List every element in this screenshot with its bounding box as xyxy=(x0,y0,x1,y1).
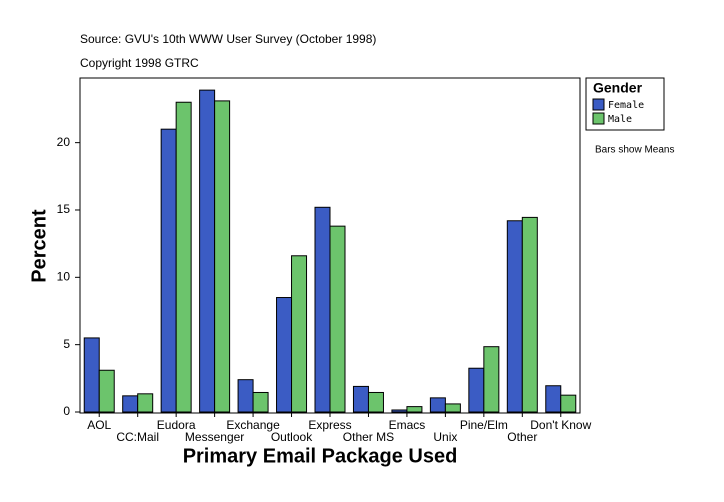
x-tick-label: Exchange xyxy=(226,418,280,432)
y-tick-label: 15 xyxy=(57,202,71,216)
chart-title: Source: GVU's 10th WWW User Survey (Octo… xyxy=(80,32,376,46)
y-tick-label: 5 xyxy=(63,337,70,351)
x-tick-label: Unix xyxy=(433,430,457,444)
bar xyxy=(237,379,254,413)
bar xyxy=(444,403,461,413)
x-tick-label: Other MS xyxy=(343,430,394,444)
bar xyxy=(468,367,485,413)
legend-label: Male xyxy=(608,114,632,125)
x-tick-label: Eudora xyxy=(157,418,196,432)
legend-swatch xyxy=(592,112,605,125)
y-tick-label: 10 xyxy=(57,269,71,283)
bar xyxy=(98,369,115,413)
bar xyxy=(545,385,562,413)
bar xyxy=(506,220,523,413)
x-tick-label: AOL xyxy=(87,418,111,432)
bar xyxy=(199,89,216,413)
x-tick-label: Don't Know xyxy=(530,418,591,432)
y-axis-label: Percent xyxy=(28,209,50,283)
bar xyxy=(160,128,177,413)
bar xyxy=(175,101,192,413)
x-tick-label: CC:Mail xyxy=(116,430,159,444)
chart-subtitle: Copyright 1998 GTRC xyxy=(80,56,199,70)
x-tick-label: Other xyxy=(507,430,537,444)
legend-swatch xyxy=(592,98,605,111)
bar xyxy=(329,225,346,413)
bar xyxy=(83,337,100,413)
bar xyxy=(391,409,408,413)
bar xyxy=(429,397,446,413)
bar xyxy=(276,297,293,413)
annotation: Bars show Means xyxy=(595,145,674,156)
bar xyxy=(406,406,423,413)
x-tick-label: Pine/Elm xyxy=(460,418,508,432)
bar xyxy=(122,395,139,413)
y-tick-label: 0 xyxy=(63,404,70,418)
x-tick-label: Express xyxy=(308,418,351,432)
bar xyxy=(367,391,384,413)
y-tick-label: 20 xyxy=(57,135,71,149)
bar xyxy=(483,346,500,413)
bar xyxy=(560,394,577,413)
bar xyxy=(252,391,269,413)
bar xyxy=(137,393,154,413)
legend-title: Gender xyxy=(593,80,643,96)
x-tick-label: Messenger xyxy=(185,430,244,444)
legend-label: Female xyxy=(608,100,644,111)
x-axis-label: Primary Email Package Used xyxy=(183,445,458,467)
bar xyxy=(214,100,231,413)
x-tick-label: Emacs xyxy=(389,418,426,432)
bar xyxy=(314,206,331,413)
bar xyxy=(352,385,369,413)
x-tick-label: Outlook xyxy=(271,430,313,444)
bar xyxy=(291,255,308,413)
bar xyxy=(521,216,538,413)
